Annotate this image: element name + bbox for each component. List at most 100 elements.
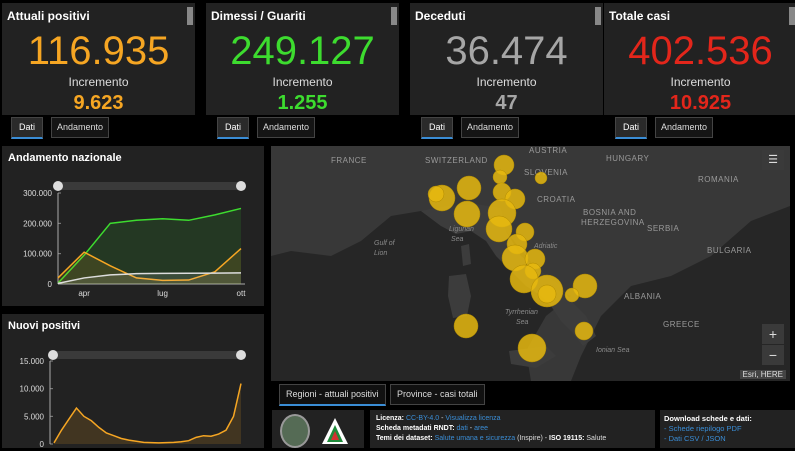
map-label-gulf: Gulf of bbox=[374, 240, 395, 247]
region-bubble bbox=[492, 169, 508, 185]
info-text: Salute bbox=[584, 435, 607, 442]
region-bubble bbox=[574, 321, 594, 341]
kpi-title: Totale casi bbox=[609, 9, 671, 23]
logos-box bbox=[272, 410, 364, 448]
region-bubble bbox=[517, 333, 547, 363]
scrollbar[interactable] bbox=[391, 7, 397, 25]
y-tick-label: 0 bbox=[40, 440, 45, 448]
map-label-adriatic: Adriatic bbox=[534, 243, 558, 250]
tab-andamento[interactable]: Andamento bbox=[51, 117, 109, 138]
zoom-out-button[interactable]: − bbox=[762, 345, 784, 365]
map-label-romania: ROMANIA bbox=[698, 175, 739, 184]
info-sep: - bbox=[439, 415, 446, 422]
new-positives-chart: 15.000 10.000 5.000 0 bbox=[20, 350, 246, 448]
region-bubble bbox=[564, 287, 580, 303]
kpi-increment: 9.623 bbox=[73, 92, 124, 114]
series-line bbox=[57, 207, 242, 284]
map-bubbles bbox=[427, 154, 598, 363]
map-attribution: Esri, HERE bbox=[739, 370, 786, 379]
protezione-civile-logo bbox=[320, 416, 350, 446]
pdf-link[interactable]: - Schede riepilogo PDF bbox=[664, 424, 742, 433]
x-tick-label: apr bbox=[78, 289, 90, 298]
new-positives-panel: Nuovi positivi 15.000 10.000 5.000 0 bbox=[2, 314, 264, 448]
scrollbar[interactable] bbox=[187, 7, 193, 25]
view-license-link[interactable]: Visualizza licenza bbox=[445, 415, 501, 422]
info-sep: - bbox=[467, 425, 475, 432]
tab-andamento[interactable]: Andamento bbox=[461, 117, 519, 138]
map-label-switzerland: SWITZERLAND bbox=[425, 156, 488, 165]
x-tick-label: lug bbox=[157, 289, 168, 298]
tab-regioni[interactable]: Regioni - attuali positivi bbox=[279, 384, 386, 406]
info-text: (Inspire) - bbox=[515, 435, 550, 442]
map-label-austria: AUSTRIA bbox=[529, 146, 568, 155]
kpi-value: 116.935 bbox=[27, 29, 170, 73]
info-panel: Licenza: CC-BY-4.0 - Visualizza licenza … bbox=[370, 410, 655, 448]
range-slider-track bbox=[58, 182, 245, 190]
panel-title: Nuovi positivi bbox=[8, 320, 81, 332]
scrollbar[interactable] bbox=[595, 7, 601, 25]
legend-list-icon[interactable]: ☰ bbox=[762, 150, 784, 170]
region-bubble bbox=[485, 215, 513, 243]
kpi-title: Deceduti bbox=[415, 9, 466, 23]
kpi-inc-box bbox=[206, 89, 399, 115]
region-bubble bbox=[572, 273, 598, 299]
tab-dati[interactable]: Dati bbox=[11, 117, 43, 139]
kpi-title: Attuali positivi bbox=[7, 9, 90, 23]
region-bubble bbox=[453, 200, 481, 228]
kpi-inc-box bbox=[410, 89, 603, 115]
map-label-ligurian: Ligurian bbox=[449, 226, 474, 233]
map-label-slovenia: SLOVENIA bbox=[524, 168, 569, 177]
kpi-inc-box bbox=[2, 89, 195, 115]
zoom-in-button[interactable]: + bbox=[762, 324, 784, 344]
tab-andamento[interactable]: Andamento bbox=[655, 117, 713, 138]
scrollbar[interactable] bbox=[789, 7, 795, 25]
panel-title: Andamento nazionale bbox=[8, 152, 122, 164]
y-tick-label: 200.000 bbox=[23, 219, 52, 228]
y-tick-label: 15.000 bbox=[20, 357, 45, 366]
csv-link[interactable]: - Dati CSV / JSON bbox=[664, 434, 726, 443]
map-label-bosnia: BOSNIA AND bbox=[583, 208, 637, 217]
map-label-serbia: SERBIA bbox=[647, 224, 680, 233]
kpi-value: 402.536 bbox=[628, 29, 773, 73]
kpi-title: Dimessi / Guariti bbox=[211, 9, 306, 23]
emblem-logo bbox=[280, 414, 310, 448]
y-tick-label: 100.000 bbox=[23, 250, 52, 259]
tab-dati[interactable]: Dati bbox=[217, 117, 249, 139]
national-chart: 300.000 200.000 100.000 0 apr lug ott bbox=[23, 181, 246, 298]
region-bubble bbox=[456, 175, 482, 201]
y-tick-label: 5.000 bbox=[24, 412, 45, 421]
theme-link[interactable]: Salute umana e sicurezza bbox=[434, 435, 516, 442]
kpi-attuali-positivi: Attuali positivi 116.935 Incremento bbox=[2, 3, 195, 89]
y-tick-label: 300.000 bbox=[23, 189, 52, 198]
metadata-aree-link[interactable]: aree bbox=[474, 425, 489, 432]
kpi-value: 36.474 bbox=[445, 29, 568, 73]
metadata-dati-link[interactable]: dati bbox=[456, 425, 468, 432]
tab-andamento[interactable]: Andamento bbox=[257, 117, 315, 138]
map-label-lion: Lion bbox=[374, 250, 388, 257]
map-label-bulgaria: BULGARIA bbox=[707, 246, 752, 255]
region-bubble bbox=[453, 313, 479, 339]
kpi-inc-label: Incremento bbox=[272, 75, 333, 89]
map-label-albania: ALBANIA bbox=[624, 292, 662, 301]
map-label-tyrrhenian: Tyrrhenian bbox=[505, 309, 538, 316]
map-label-france: FRANCE bbox=[331, 156, 367, 165]
tab-dati[interactable]: Dati bbox=[615, 117, 647, 139]
map[interactable]: FRANCE SWITZERLAND AUSTRIA HUNGARY ROMAN… bbox=[271, 146, 790, 381]
kpi-deceduti: Deceduti 36.474 Incremento bbox=[410, 3, 603, 89]
downloads-panel: Download schede e dati: - Schede riepilo… bbox=[660, 410, 795, 448]
license-link[interactable]: CC-BY-4.0 bbox=[405, 415, 440, 422]
tab-province[interactable]: Province - casi totali bbox=[390, 384, 485, 405]
kpi-inc-label: Incremento bbox=[476, 75, 537, 89]
region-bubble bbox=[427, 185, 445, 203]
y-tick-label: 0 bbox=[48, 280, 53, 289]
map-label-croatia: CROATIA bbox=[537, 195, 576, 204]
tab-dati[interactable]: Dati bbox=[421, 117, 453, 139]
kpi-increment: 47 bbox=[495, 92, 518, 114]
info-label: ISO 19115: bbox=[549, 435, 585, 442]
kpi-inc-box bbox=[604, 89, 795, 115]
y-tick-label: 10.000 bbox=[20, 385, 45, 394]
map-label-greece: GREECE bbox=[663, 320, 700, 329]
kpi-increment: 1.255 bbox=[277, 92, 328, 114]
range-handle-end bbox=[236, 181, 246, 191]
kpi-dimessi-guariti: Dimessi / Guariti 249.127 Incremento bbox=[206, 3, 399, 89]
